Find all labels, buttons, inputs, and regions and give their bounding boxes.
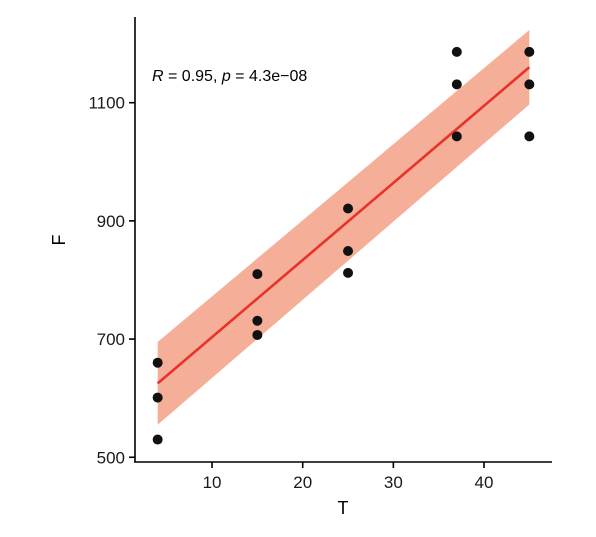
y-tick-label: 500 <box>97 448 125 467</box>
x-axis-title: T <box>338 498 349 518</box>
x-axis-ticks: 10 20 30 40 <box>203 462 494 492</box>
y-tick-label: 700 <box>97 330 125 349</box>
regression-line-layer <box>156 66 531 385</box>
r-symbol: R <box>152 68 164 85</box>
data-point <box>252 329 263 340</box>
x-tick-label: 10 <box>203 473 222 492</box>
data-point <box>451 131 462 142</box>
data-point <box>343 203 354 214</box>
data-point <box>152 392 163 403</box>
r-value: = 0.95, <box>164 68 222 85</box>
data-point <box>524 79 535 90</box>
data-point <box>343 267 354 278</box>
data-point <box>252 269 263 280</box>
y-tick-label: 900 <box>97 212 125 231</box>
data-point <box>451 46 462 57</box>
confidence-band <box>157 30 530 425</box>
data-point <box>524 131 535 142</box>
data-points-layer <box>152 46 535 445</box>
p-symbol: p <box>221 68 231 85</box>
data-point <box>451 79 462 90</box>
x-tick-label: 20 <box>293 473 312 492</box>
x-tick-label: 30 <box>384 473 403 492</box>
data-point <box>152 357 163 368</box>
y-axis-title: F <box>49 235 69 246</box>
data-point <box>343 246 354 257</box>
data-point <box>152 434 163 445</box>
correlation-annotation: R = 0.95, p = 4.3e−08 <box>152 68 307 85</box>
data-point <box>524 46 535 57</box>
y-tick-label: 1100 <box>88 94 125 113</box>
confidence-band-layer <box>157 30 530 425</box>
x-tick-label: 40 <box>475 473 494 492</box>
data-point <box>252 315 263 326</box>
regression-line <box>156 66 531 385</box>
y-axis-ticks: 500 700 900 1100 <box>88 94 135 467</box>
p-value: = 4.3e−08 <box>231 68 308 85</box>
